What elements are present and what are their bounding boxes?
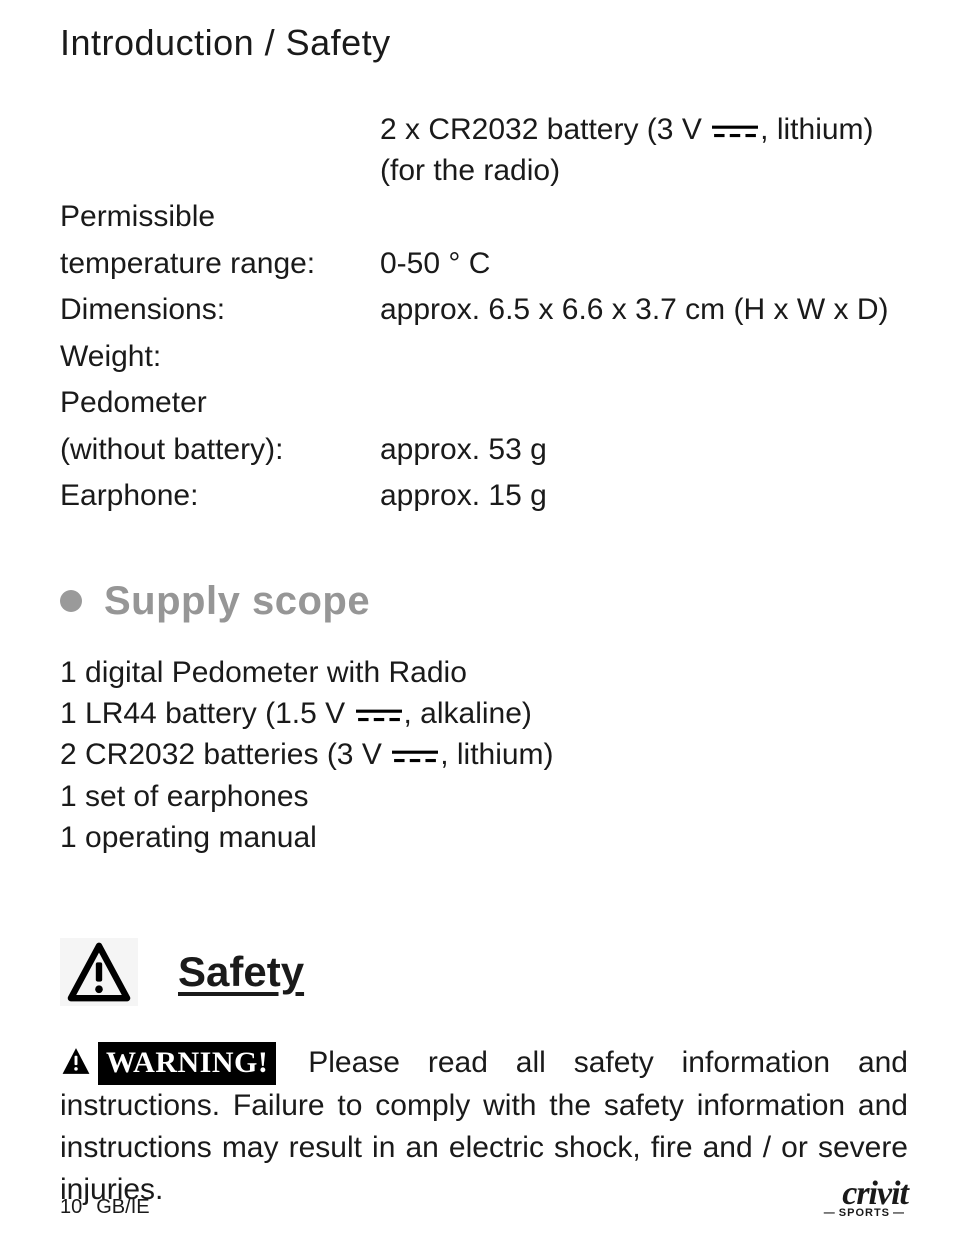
page-title: Introduction / Safety [60, 22, 908, 64]
safety-heading: Safety [178, 948, 304, 996]
page-number: 10 GB/IE [60, 1196, 150, 1219]
warning-triangle-small-icon [60, 1045, 92, 1073]
page-number-value: 10 [60, 1196, 82, 1218]
brand-sub: SPORTS [821, 1209, 908, 1219]
supply-item-text: 1 LR44 battery (1.5 V [60, 697, 354, 730]
spec-label-empty [60, 110, 380, 191]
spec-label: temperature range: [60, 244, 380, 285]
spec-value: approx. 6.5 x 6.6 x 3.7 cm (H x W x D) [380, 290, 908, 331]
dc-icon [392, 748, 438, 765]
specs-grid: 2 x CR2032 battery (3 V , lithium) (for … [60, 110, 908, 517]
supply-item-text: 2 CR2032 batteries (3 V [60, 738, 390, 771]
spec-label: Dimensions: [60, 290, 380, 331]
spec-label: Pedometer [60, 383, 380, 424]
supply-item: 1 LR44 battery (1.5 V , alkaline) [60, 693, 908, 734]
safety-heading-row: Safety [60, 938, 908, 1006]
supply-heading: Supply scope [104, 579, 370, 624]
spec-battery-text-b: , lithium) [760, 113, 873, 146]
warning-triangle-icon [60, 938, 138, 1006]
supply-item: 2 CR2032 batteries (3 V , lithium) [60, 734, 908, 775]
supply-item: 1 operating manual [60, 817, 908, 858]
dc-icon [356, 707, 402, 724]
spec-value: 0-50 ° C [380, 244, 908, 285]
bullet-icon [60, 590, 82, 612]
spec-battery-text-c: (for the radio) [380, 154, 560, 187]
page-footer: 10 GB/IE crivit SPORTS [60, 1179, 908, 1219]
supply-item-text: , alkaline) [404, 697, 532, 730]
spec-label: Weight: [60, 337, 380, 378]
spec-value: approx. 15 g [380, 476, 908, 517]
spec-label: (without battery): [60, 430, 380, 471]
supply-item: 1 set of earphones [60, 776, 908, 817]
supply-item: 1 digital Pedometer with Radio [60, 652, 908, 693]
spec-battery-text-a: 2 x CR2032 battery (3 V [380, 113, 710, 146]
spec-value: approx. 53 g [380, 430, 908, 471]
supply-list: 1 digital Pedometer with Radio 1 LR44 ba… [60, 652, 908, 859]
spec-value [380, 383, 908, 424]
dc-icon [712, 123, 758, 140]
spec-label: Earphone: [60, 476, 380, 517]
spec-value [380, 197, 908, 238]
supply-heading-row: Supply scope [60, 579, 908, 624]
warning-badge: WARNING! [98, 1042, 276, 1085]
page-region: GB/IE [96, 1196, 149, 1218]
spec-label: Permissible [60, 197, 380, 238]
spec-value [380, 337, 908, 378]
spec-battery-value: 2 x CR2032 battery (3 V , lithium) (for … [380, 110, 908, 191]
brand-logo: crivit SPORTS [821, 1179, 908, 1219]
supply-item-text: , lithium) [440, 738, 553, 771]
brand-name: crivit [821, 1179, 908, 1210]
